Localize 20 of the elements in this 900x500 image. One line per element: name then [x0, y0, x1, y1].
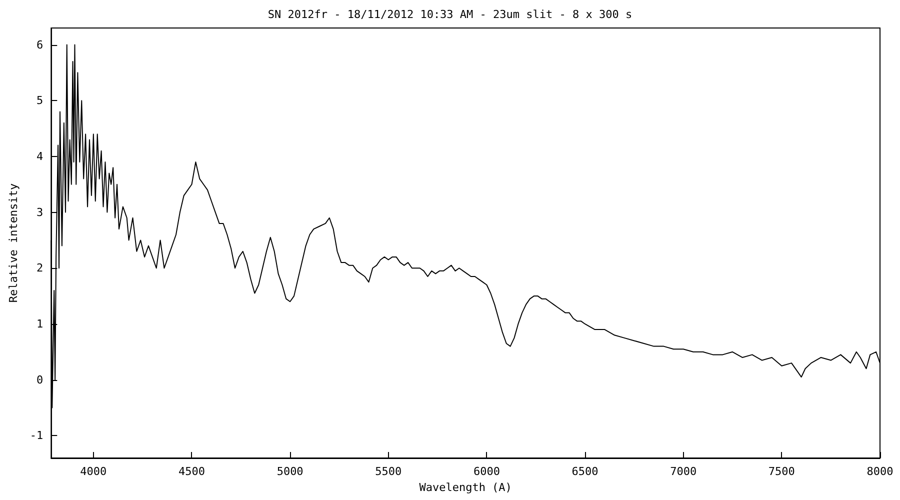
y-axis-title: Relative intensity: [7, 183, 20, 303]
y-tick-label: 3: [36, 206, 44, 219]
x-tick-label: 6500: [572, 465, 598, 478]
x-axis-title: Wavelength (A): [419, 480, 512, 494]
x-tick-label: 4500: [178, 465, 205, 478]
y-tick-label: 0: [36, 373, 44, 386]
y-tick-label: -1: [30, 429, 44, 442]
x-tick-label: 7500: [768, 465, 795, 478]
y-tick-label: 6: [36, 38, 44, 52]
chart-title: SN 2012fr - 18/11/2012 10:33 AM - 23um slit - 8 x 300 s: [268, 8, 632, 21]
y-tick-label: 2: [36, 262, 44, 275]
y-tick-label: 4: [36, 150, 44, 163]
x-tick-label: 6000: [473, 465, 500, 478]
x-tick-label: 8000: [866, 465, 894, 478]
y-tick-label: 1: [36, 317, 44, 330]
x-tick-label: 4000: [80, 465, 107, 478]
x-tick-label: 5500: [375, 465, 402, 478]
y-tick-label: 5: [36, 94, 44, 108]
x-tick-label: 7000: [670, 465, 697, 478]
x-tick-label: 5000: [276, 465, 304, 478]
